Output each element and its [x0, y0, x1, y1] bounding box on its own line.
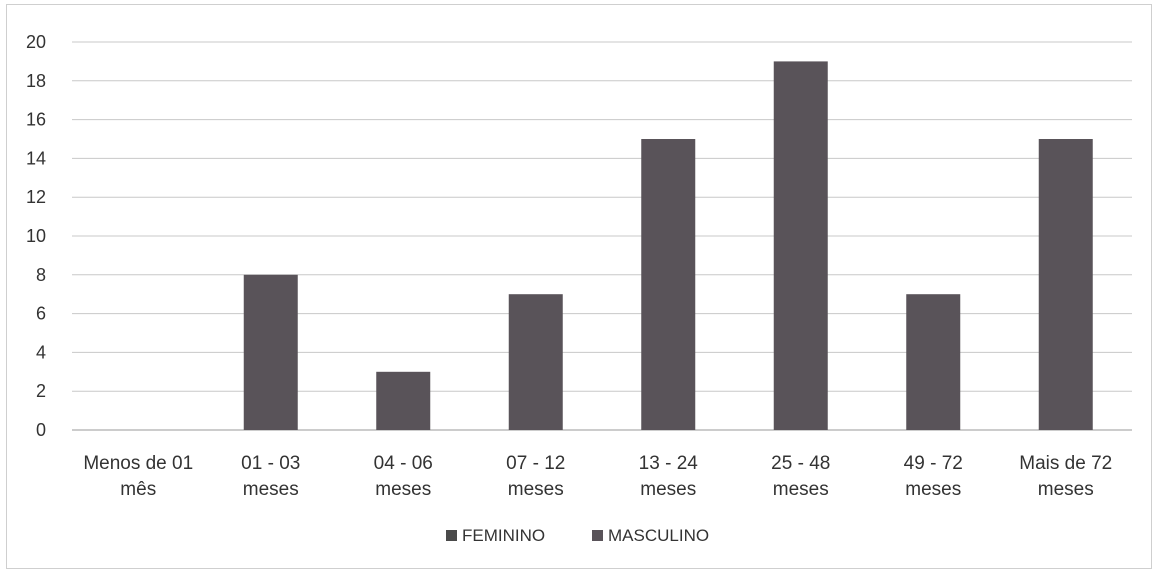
legend-swatch — [446, 530, 457, 541]
y-tick-label: 0 — [36, 420, 46, 440]
y-tick-label: 8 — [36, 265, 46, 285]
y-tick-label: 6 — [36, 304, 46, 324]
x-category-label: meses — [243, 479, 299, 500]
y-tick-label: 4 — [36, 342, 46, 362]
bar-masculino-7 — [1038, 139, 1093, 430]
bar-masculino-3 — [508, 294, 563, 430]
x-category-label: 49 - 72 — [904, 453, 963, 474]
bar-masculino-6 — [906, 294, 961, 430]
bar-masculino-5 — [773, 61, 828, 431]
x-category-label: 13 - 24 — [639, 453, 699, 474]
y-tick-label: 20 — [26, 32, 46, 52]
legend-label: MASCULINO — [608, 526, 709, 545]
x-category-label: 04 - 06 — [374, 453, 433, 474]
x-axis-categories: Menos de 01 mês 01 - 03 meses 04 - 06 meses 07… — [83, 453, 1112, 500]
x-category-label: 25 - 48 — [771, 453, 830, 474]
gridlines — [72, 41, 1132, 431]
x-category-label: meses — [640, 479, 696, 500]
x-category-label: meses — [375, 479, 431, 500]
y-axis-ticks: 0 2 4 6 8 10 12 14 16 18 20 — [26, 32, 46, 440]
x-category-label: 01 - 03 — [241, 453, 300, 474]
bar-masculino-1 — [243, 274, 298, 430]
y-tick-label: 18 — [26, 71, 46, 91]
y-tick-label: 10 — [26, 226, 46, 246]
x-category-label: meses — [905, 479, 961, 500]
y-tick-label: 14 — [26, 148, 46, 168]
legend-swatch — [592, 530, 603, 541]
legend-label: FEMININO — [462, 526, 545, 545]
y-tick-label: 2 — [36, 381, 46, 401]
bar-masculino-4 — [641, 139, 696, 430]
y-tick-label: 16 — [26, 110, 46, 130]
x-category-label: mês — [120, 479, 156, 500]
legend: FEMININO MASCULINO — [446, 526, 709, 545]
x-category-label: meses — [1038, 479, 1094, 500]
bars — [243, 61, 1093, 431]
x-category-label: meses — [773, 479, 829, 500]
x-category-label: 07 - 12 — [506, 453, 565, 474]
y-tick-label: 12 — [26, 187, 46, 207]
x-category-label: Mais de 72 — [1019, 453, 1112, 474]
chart-frame — [6, 4, 1152, 569]
x-category-label: Menos de 01 — [83, 453, 193, 474]
x-category-label: meses — [508, 479, 564, 500]
bar-masculino-2 — [376, 371, 431, 430]
